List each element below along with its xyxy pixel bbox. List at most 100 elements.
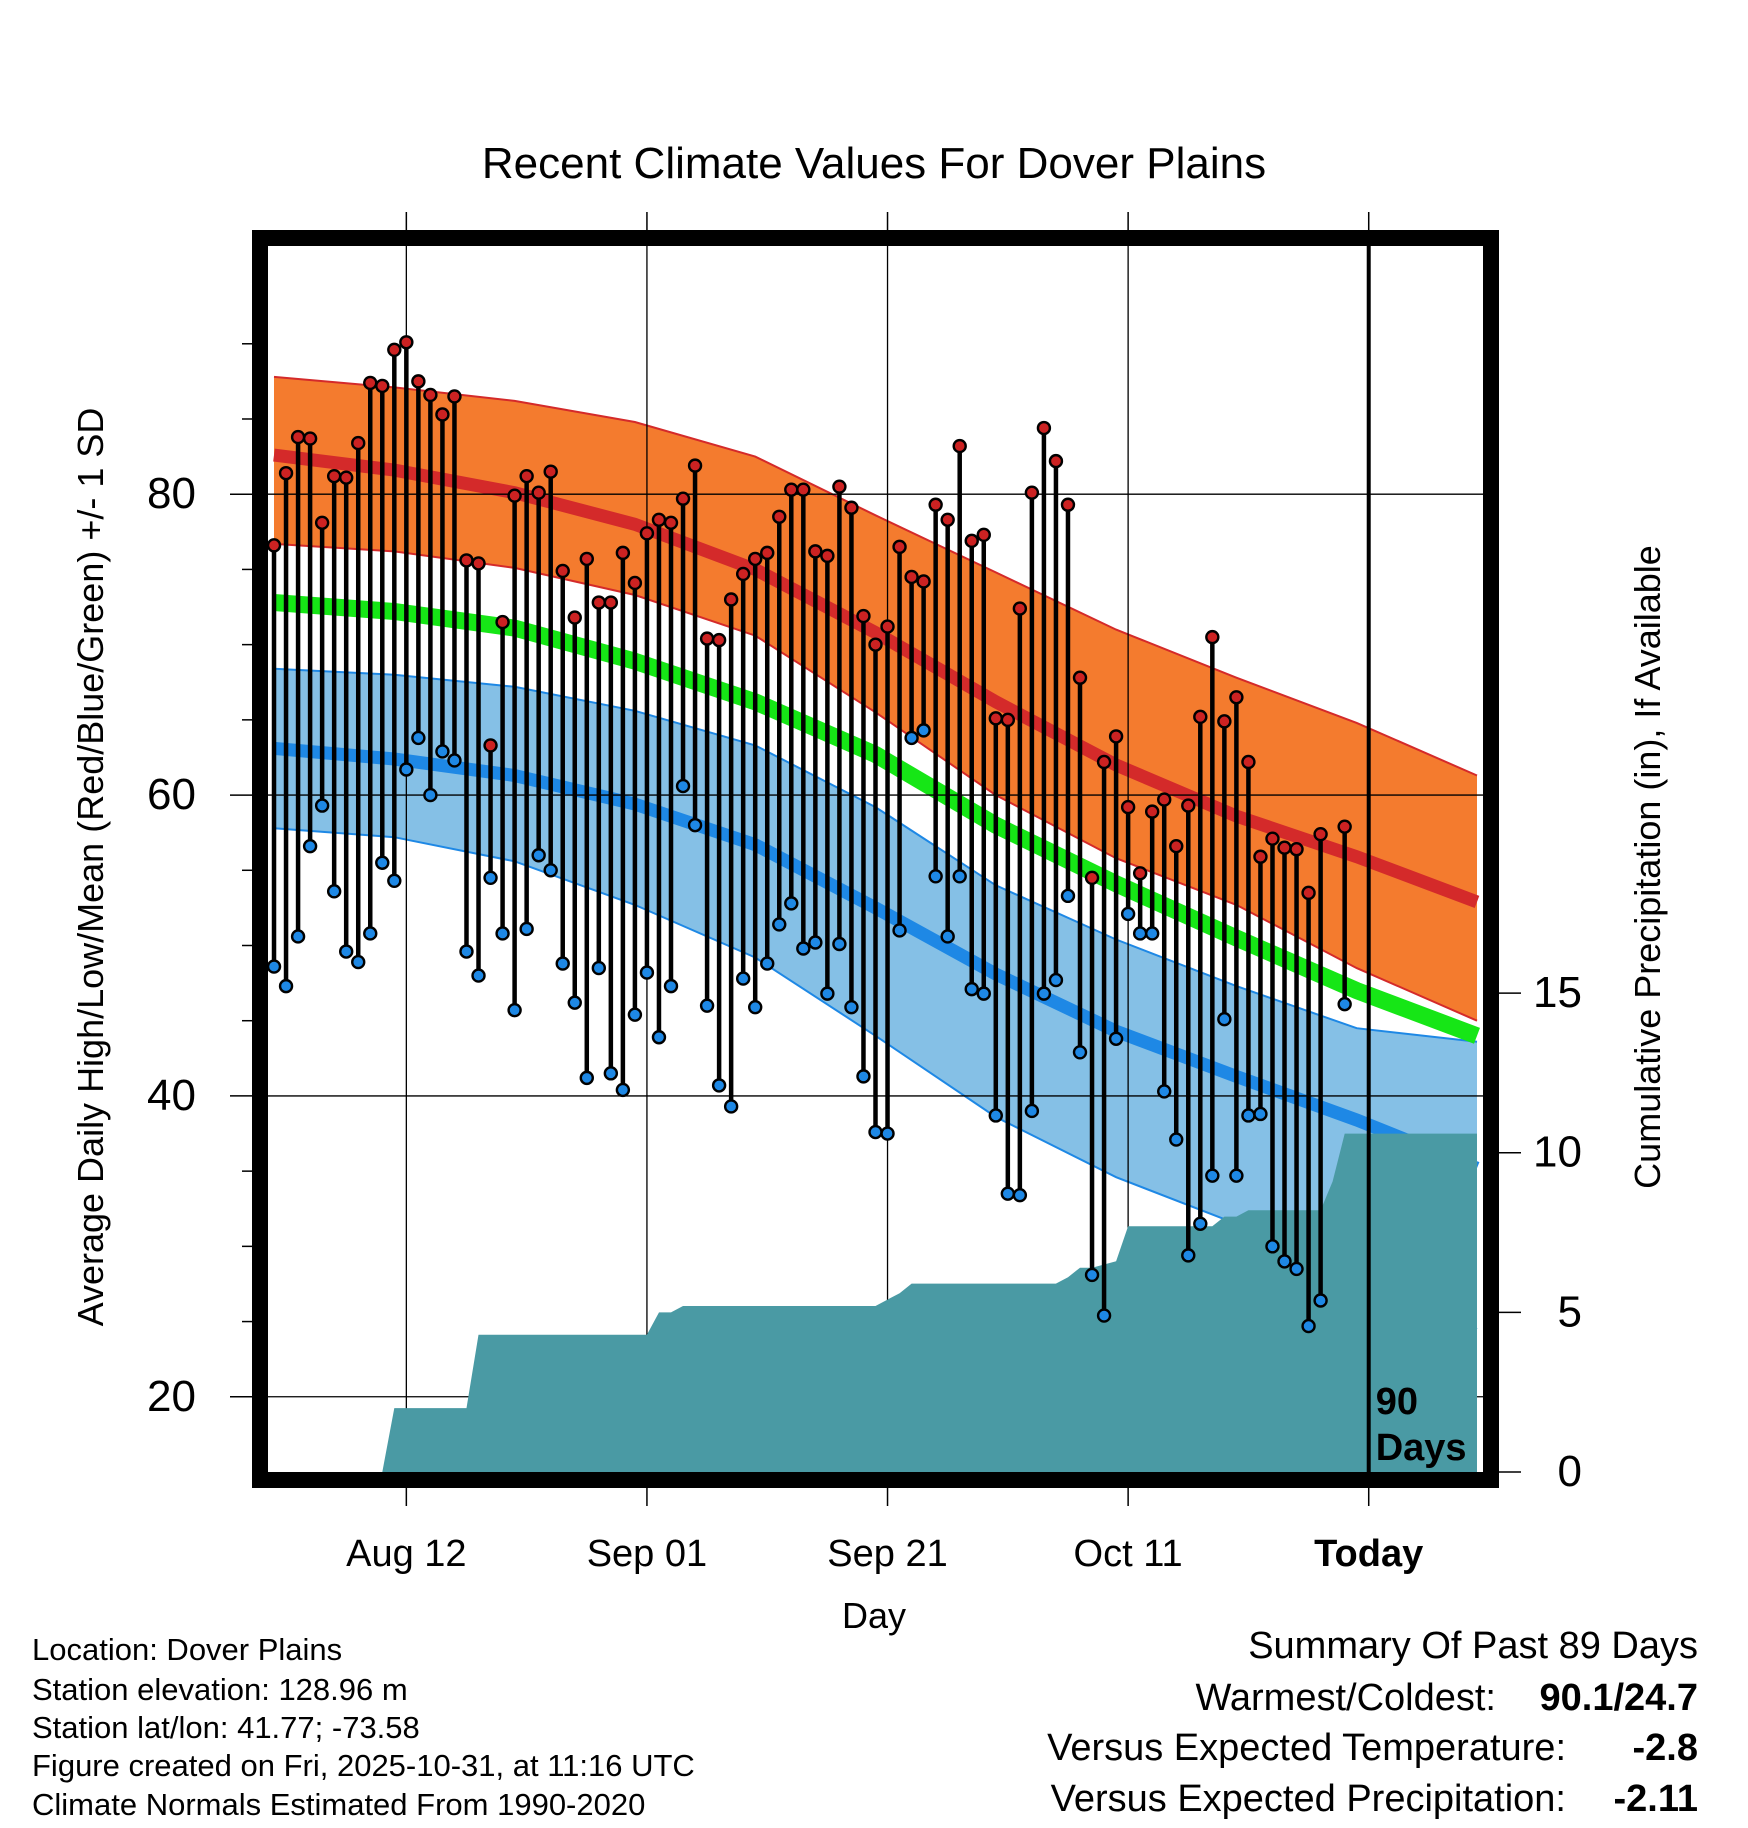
- daily-high-point: [531, 485, 546, 500]
- summary-temp-label: Versus Expected Temperature:: [1047, 1727, 1566, 1769]
- y-right-tick-label: 0: [1558, 1447, 1582, 1496]
- daily-high-point: [387, 342, 402, 357]
- daily-high-point: [278, 465, 294, 481]
- daily-low-point: [555, 956, 570, 971]
- daily-low-point: [603, 1066, 619, 1081]
- summary-warm-cold-label: Warmest/Coldest:: [1195, 1677, 1496, 1719]
- daily-low-point: [699, 998, 715, 1013]
- daily-low-point: [1072, 1045, 1088, 1060]
- daily-low-point: [1060, 888, 1076, 904]
- daily-low-point: [832, 936, 847, 952]
- x-tick-label: Today: [1314, 1533, 1423, 1575]
- daily-low-point: [1181, 1248, 1196, 1263]
- y-left-tick-label: 60: [147, 770, 196, 819]
- daily-high-point: [459, 553, 474, 568]
- daily-high-point: [471, 556, 486, 571]
- daily-low-point: [868, 1124, 883, 1140]
- daily-high-point: [1181, 798, 1196, 813]
- daily-high-point: [507, 488, 522, 503]
- daily-high-point: [411, 374, 426, 389]
- y-axis-right-label: Cumulative Precipitation (in), If Availa…: [1627, 545, 1668, 1189]
- daily-low-point: [1084, 1267, 1100, 1283]
- daily-high-point: [772, 509, 787, 524]
- daily-low-point: [495, 926, 510, 941]
- daily-high-point: [1000, 712, 1016, 728]
- daily-low-point: [507, 1002, 522, 1018]
- daily-high-point: [952, 438, 967, 454]
- daily-high-point: [711, 632, 727, 648]
- daily-low-point: [567, 995, 582, 1010]
- daily-low-point: [290, 929, 306, 944]
- daily-high-point: [904, 569, 919, 585]
- daily-low-point: [1301, 1318, 1316, 1334]
- daily-high-point: [820, 548, 835, 564]
- daily-high-point: [1193, 709, 1208, 725]
- daily-low-point: [796, 941, 811, 956]
- high-upper-edge: [273, 375, 1478, 777]
- daily-low-point: [772, 917, 787, 932]
- normal-high-line: [273, 448, 1480, 908]
- daily-high-point: [748, 551, 763, 567]
- days-label: Days: [1376, 1427, 1467, 1469]
- daily-high-point: [663, 515, 679, 530]
- daily-low-point: [808, 935, 823, 950]
- daily-low-point: [904, 730, 919, 746]
- x-tick-label: Oct 11: [1074, 1533, 1183, 1575]
- daily-high-point: [1157, 792, 1172, 807]
- y-right-tick-label: 5: [1558, 1287, 1582, 1336]
- daily-high-point: [1265, 831, 1280, 846]
- daily-low-point: [723, 1099, 739, 1114]
- daily-high-point: [976, 527, 991, 543]
- daily-low-point: [1157, 1084, 1172, 1099]
- daily-high-point: [1301, 885, 1316, 901]
- daily-low-point: [1108, 1031, 1124, 1046]
- daily-low-point: [435, 744, 450, 759]
- daily-low-point: [1277, 1254, 1292, 1269]
- daily-high-point: [543, 464, 558, 479]
- summary-precip-label: Versus Expected Precipitation:: [1051, 1778, 1566, 1820]
- precip-area: [382, 1133, 1477, 1472]
- daily-low-point: [447, 753, 462, 768]
- daily-low-point: [1205, 1168, 1220, 1183]
- days-label: 90: [1376, 1381, 1418, 1423]
- daily-high-point: [1253, 849, 1268, 864]
- daily-low-point: [338, 944, 354, 959]
- summary-temp-value: -2.8: [1633, 1727, 1698, 1769]
- daily-low-point: [760, 956, 775, 971]
- daily-high-point: [880, 619, 895, 634]
- daily-high-point: [1144, 804, 1160, 819]
- daily-low-point: [976, 986, 991, 1001]
- daily-low-point: [302, 839, 318, 854]
- summary-title: Summary Of Past 89 Days: [1248, 1625, 1698, 1667]
- daily-low-point: [1169, 1132, 1184, 1147]
- daily-low-point: [543, 863, 558, 878]
- y-right-tick-label: 15: [1533, 968, 1582, 1017]
- daily-high-point: [1120, 799, 1136, 815]
- daily-low-point: [1144, 926, 1160, 941]
- daily-high-point: [483, 738, 498, 753]
- daily-high-point: [988, 711, 1003, 726]
- daily-high-point: [375, 378, 390, 394]
- daily-high-point: [567, 610, 582, 625]
- daily-low-point: [1289, 1261, 1304, 1277]
- daily-low-point: [916, 723, 931, 738]
- daily-low-point: [483, 870, 498, 886]
- daily-low-point: [1337, 996, 1352, 1012]
- daily-high-point: [760, 545, 775, 561]
- daily-low-point: [375, 855, 390, 870]
- y-left-tick-label: 80: [147, 469, 196, 518]
- daily-low-point: [651, 1030, 667, 1045]
- daily-low-point: [1048, 972, 1064, 988]
- x-axis-label: Day: [842, 1595, 906, 1636]
- daily-high-point: [363, 375, 378, 391]
- daily-low-point: [784, 896, 799, 911]
- x-tick-label: Sep 21: [827, 1533, 947, 1575]
- daily-low-point: [326, 884, 342, 899]
- daily-low-point: [735, 971, 751, 986]
- daily-low-point: [928, 869, 943, 884]
- daily-low-point: [1000, 1186, 1016, 1201]
- daily-low-point: [278, 978, 294, 994]
- daily-high-point: [856, 608, 871, 624]
- daily-high-point: [627, 575, 643, 591]
